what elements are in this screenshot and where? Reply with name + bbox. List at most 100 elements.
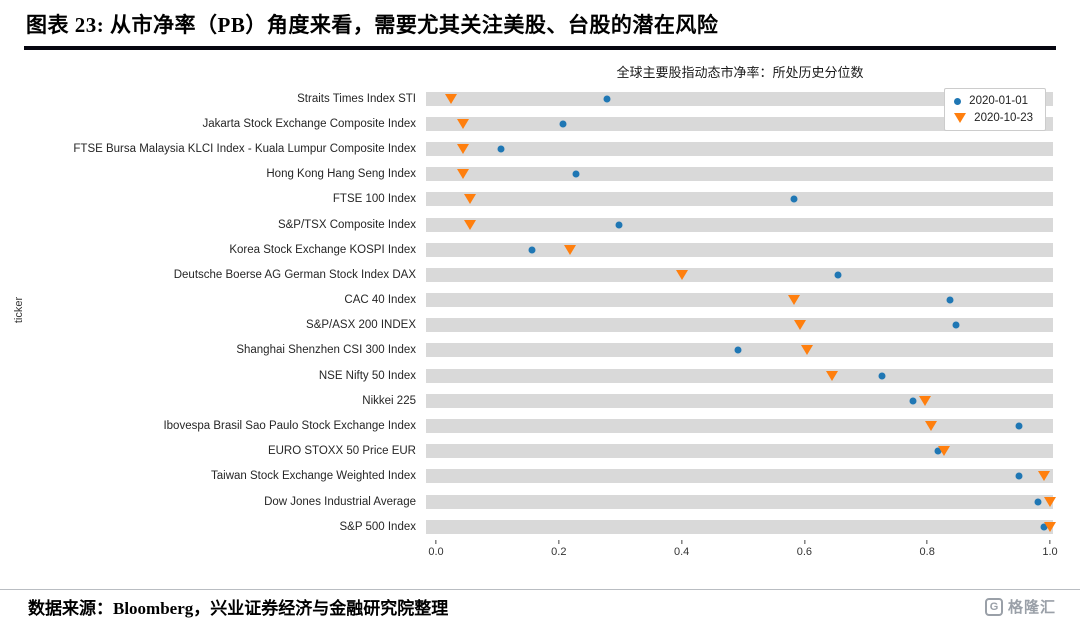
data-point-2020-01-01 bbox=[603, 95, 611, 103]
row-track bbox=[426, 489, 1056, 514]
data-point-2020-10-23 bbox=[457, 143, 470, 154]
data-point-2020-10-23 bbox=[457, 169, 470, 180]
data-point-2020-10-23 bbox=[788, 295, 801, 306]
data-point-2020-10-23 bbox=[444, 93, 457, 104]
row-track bbox=[426, 338, 1053, 363]
x-tick-label: 0.2 bbox=[551, 546, 567, 558]
pb-percentile-chart: 全球主要股指动态市净率：所处历史分位数 ticker Straits Times… bbox=[13, 60, 1058, 564]
chart-row: Taiwan Stock Exchange Weighted Index bbox=[30, 464, 1053, 489]
row-track bbox=[426, 262, 1053, 287]
chart-row: S&P/TSX Composite Index bbox=[30, 212, 1053, 237]
chart-row: S&P 500 Index bbox=[30, 514, 1056, 539]
row-bar bbox=[426, 419, 1053, 434]
gelonghui-logo-text: 格隆汇 bbox=[1007, 599, 1056, 616]
row-track bbox=[426, 439, 1053, 464]
row-bar bbox=[426, 293, 1053, 308]
triangle-marker-icon bbox=[954, 113, 967, 123]
data-point-2020-01-01 bbox=[1015, 422, 1023, 430]
chart-row: Korea Stock Exchange KOSPI Index bbox=[30, 237, 1053, 262]
row-label: CAC 40 Index bbox=[344, 294, 416, 307]
gelonghui-logo: G 格隆汇 bbox=[984, 596, 1056, 617]
data-point-2020-01-01 bbox=[1015, 472, 1023, 480]
row-bar bbox=[426, 318, 1053, 333]
chart-row: Deutsche Boerse AG German Stock Index DA… bbox=[30, 262, 1053, 287]
chart-row: NSE Nifty 50 Index bbox=[30, 363, 1053, 388]
data-source: 数据来源：Bloomberg，兴业证券经济与金融研究院整理 bbox=[28, 599, 449, 618]
x-tick: 0.0 bbox=[428, 540, 444, 558]
row-track bbox=[426, 464, 1053, 489]
data-point-2020-10-23 bbox=[825, 370, 838, 381]
chart-rows: Straits Times Index STI Jakarta Stock Exc… bbox=[30, 86, 1056, 539]
row-label: FTSE Bursa Malaysia KLCI Index - Kuala L… bbox=[73, 142, 416, 155]
legend-item-2020-10-23: 2020-10-23 bbox=[954, 112, 1033, 124]
x-tick-mark bbox=[926, 540, 928, 544]
row-bar bbox=[426, 141, 1053, 156]
data-point-2020-01-01 bbox=[734, 346, 742, 354]
row-bar bbox=[426, 444, 1053, 459]
x-tick-mark bbox=[1049, 540, 1051, 544]
row-track bbox=[426, 363, 1053, 388]
data-point-2020-01-01 bbox=[572, 170, 580, 178]
row-label: Hong Kong Hang Seng Index bbox=[266, 168, 416, 181]
data-point-2020-10-23 bbox=[1037, 471, 1050, 482]
row-label: Korea Stock Exchange KOSPI Index bbox=[229, 243, 416, 256]
data-point-2020-10-23 bbox=[925, 421, 938, 432]
data-point-2020-10-23 bbox=[800, 345, 813, 356]
data-point-2020-01-01 bbox=[528, 246, 536, 254]
row-bar bbox=[426, 368, 1053, 383]
x-tick-label: 0.8 bbox=[919, 546, 935, 558]
data-point-2020-01-01 bbox=[615, 221, 623, 229]
chart-row: FTSE 100 Index bbox=[30, 187, 1053, 212]
row-track bbox=[426, 86, 1053, 111]
x-tick-label: 0.0 bbox=[428, 546, 444, 558]
data-point-2020-10-23 bbox=[675, 269, 688, 280]
row-bar bbox=[426, 469, 1053, 484]
chart-row: Straits Times Index STI bbox=[30, 86, 1053, 111]
row-label: S&P/ASX 200 INDEX bbox=[306, 319, 416, 332]
row-label: Ibovespa Brasil Sao Paulo Stock Exchange… bbox=[163, 420, 416, 433]
data-point-2020-10-23 bbox=[919, 395, 932, 406]
data-point-2020-01-01 bbox=[1034, 498, 1042, 506]
data-point-2020-10-23 bbox=[463, 194, 476, 205]
x-axis: 0.0 0.2 0.4 0.6 0.8 1.0 bbox=[428, 540, 1058, 562]
x-tick-mark bbox=[558, 540, 560, 544]
row-track bbox=[426, 313, 1053, 338]
row-bar bbox=[426, 91, 1053, 106]
row-track bbox=[426, 136, 1053, 161]
x-tick: 1.0 bbox=[1042, 540, 1058, 558]
data-point-2020-01-01 bbox=[934, 447, 942, 455]
row-track bbox=[426, 388, 1053, 413]
chart-row: FTSE Bursa Malaysia KLCI Index - Kuala L… bbox=[30, 136, 1053, 161]
row-label: Straits Times Index STI bbox=[297, 92, 416, 105]
row-label: EURO STOXX 50 Price EUR bbox=[267, 445, 416, 458]
data-point-2020-01-01 bbox=[1040, 523, 1048, 531]
chart-row: Jakarta Stock Exchange Composite Index bbox=[30, 111, 1053, 136]
row-label: Taiwan Stock Exchange Weighted Index bbox=[211, 470, 416, 483]
x-tick-label: 0.6 bbox=[796, 546, 813, 558]
data-point-2020-01-01 bbox=[834, 271, 842, 279]
data-point-2020-01-01 bbox=[559, 120, 567, 128]
row-bar bbox=[426, 167, 1053, 182]
chart-row: Shanghai Shenzhen CSI 300 Index bbox=[30, 338, 1053, 363]
chart-row: EURO STOXX 50 Price EUR bbox=[30, 439, 1053, 464]
data-point-2020-10-23 bbox=[1044, 496, 1056, 507]
row-label: Nikkei 225 bbox=[362, 394, 416, 407]
page-title: 图表 23: 从市净率（PB）角度来看，需要尤其关注美股、台股的潜在风险 bbox=[26, 13, 719, 37]
row-label: NSE Nifty 50 Index bbox=[318, 369, 416, 382]
chart-row: Hong Kong Hang Seng Index bbox=[30, 162, 1053, 187]
row-bar bbox=[426, 192, 1053, 207]
row-label: S&P/TSX Composite Index bbox=[277, 218, 416, 231]
x-tick-mark bbox=[435, 540, 437, 544]
chart-row: Dow Jones Industrial Average bbox=[30, 489, 1056, 514]
row-label: Shanghai Shenzhen CSI 300 Index bbox=[236, 344, 416, 357]
x-tick: 0.6 bbox=[797, 540, 812, 558]
row-track bbox=[426, 237, 1053, 262]
footer-divider bbox=[0, 589, 1080, 590]
legend-label: 2020-01-01 bbox=[969, 95, 1028, 107]
data-point-2020-10-23 bbox=[563, 244, 576, 255]
row-label: Deutsche Boerse AG German Stock Index DA… bbox=[173, 268, 416, 281]
row-label: Jakarta Stock Exchange Composite Index bbox=[202, 117, 416, 130]
row-label: Dow Jones Industrial Average bbox=[264, 495, 416, 508]
row-bar bbox=[426, 217, 1053, 232]
x-tick-label: 0.4 bbox=[673, 546, 690, 558]
